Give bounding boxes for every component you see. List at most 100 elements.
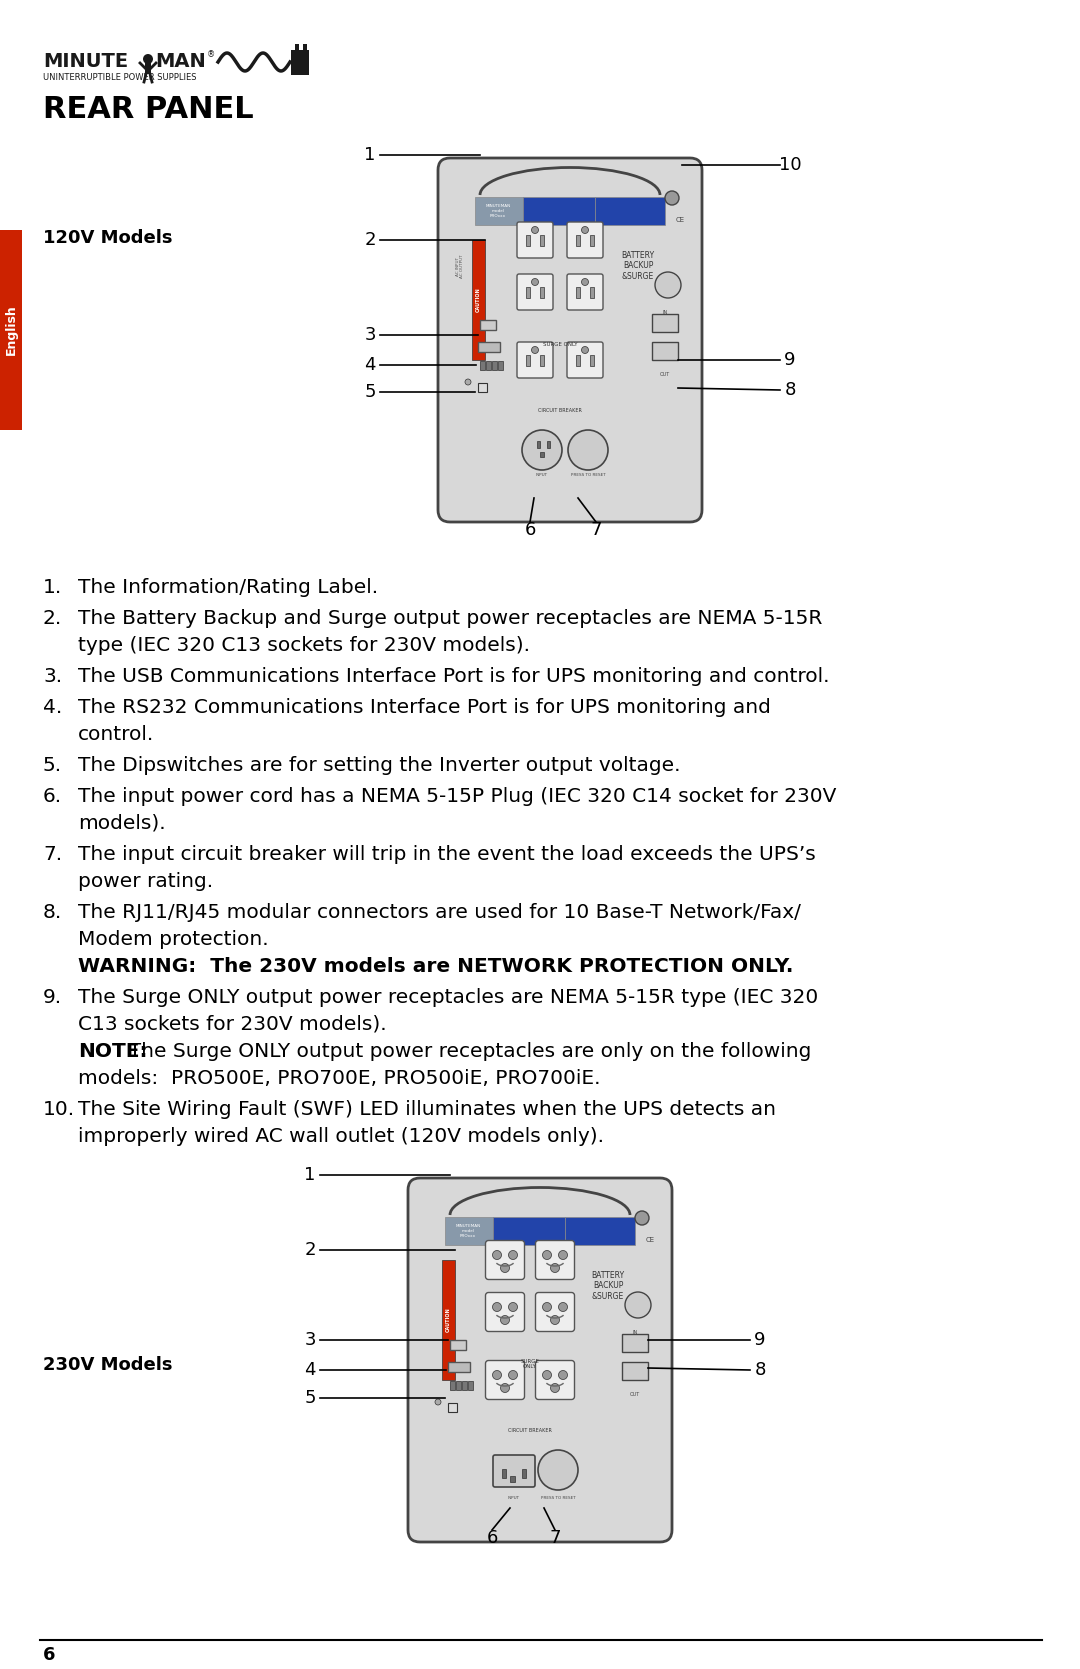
- Bar: [576, 235, 580, 245]
- Bar: [498, 361, 503, 371]
- Bar: [472, 240, 485, 361]
- Circle shape: [465, 379, 471, 386]
- Bar: [540, 452, 544, 457]
- Text: The input circuit breaker will trip in the event the load exceeds the UPS’s: The input circuit breaker will trip in t…: [78, 845, 815, 865]
- Bar: [622, 1334, 648, 1352]
- Circle shape: [581, 279, 589, 285]
- Circle shape: [522, 431, 562, 471]
- FancyBboxPatch shape: [517, 222, 553, 259]
- Bar: [480, 320, 496, 330]
- Circle shape: [551, 1384, 559, 1392]
- Circle shape: [500, 1384, 510, 1392]
- Bar: [522, 1469, 526, 1479]
- Text: MINUTE: MINUTE: [43, 52, 129, 72]
- Circle shape: [509, 1250, 517, 1260]
- Text: type (IEC 320 C13 sockets for 230V models).: type (IEC 320 C13 sockets for 230V model…: [78, 636, 530, 654]
- Text: 8.: 8.: [43, 903, 63, 921]
- FancyBboxPatch shape: [486, 1292, 525, 1332]
- Bar: [590, 235, 594, 245]
- Bar: [448, 1404, 457, 1412]
- Text: UNINTERRUPTIBLE POWER SUPPLIES: UNINTERRUPTIBLE POWER SUPPLIES: [43, 73, 197, 82]
- Bar: [526, 235, 530, 245]
- Text: IN: IN: [662, 309, 667, 314]
- Text: CE: CE: [675, 217, 685, 224]
- FancyBboxPatch shape: [536, 1240, 575, 1280]
- Text: 7.: 7.: [43, 845, 63, 865]
- Text: models).: models).: [78, 814, 165, 833]
- Text: AC INPUT
AC OUTPUT: AC INPUT AC OUTPUT: [456, 254, 464, 277]
- Text: BATTERY
BACKUP
&SURGE: BATTERY BACKUP &SURGE: [621, 250, 654, 280]
- Text: 9.: 9.: [43, 988, 63, 1006]
- FancyBboxPatch shape: [438, 159, 702, 522]
- Circle shape: [665, 190, 679, 205]
- Text: The Site Wiring Fault (SWF) LED illuminates when the UPS detects an: The Site Wiring Fault (SWF) LED illumina…: [78, 1100, 777, 1118]
- Bar: [590, 355, 594, 366]
- Bar: [526, 287, 530, 299]
- Bar: [595, 197, 665, 225]
- Text: The input power cord has a NEMA 5-15P Plug (IEC 320 C14 socket for 230V: The input power cord has a NEMA 5-15P Pl…: [78, 788, 836, 806]
- Text: OUT: OUT: [630, 1392, 640, 1397]
- Bar: [546, 441, 550, 447]
- Text: 10.: 10.: [43, 1100, 76, 1118]
- Bar: [502, 1469, 507, 1479]
- Text: power rating.: power rating.: [78, 871, 213, 891]
- Bar: [475, 197, 523, 225]
- Text: INPUT: INPUT: [508, 1495, 521, 1500]
- Circle shape: [143, 53, 153, 63]
- Circle shape: [558, 1302, 567, 1312]
- Bar: [576, 287, 580, 299]
- Bar: [492, 1217, 565, 1245]
- Bar: [652, 314, 678, 332]
- Text: 1: 1: [364, 145, 376, 164]
- FancyBboxPatch shape: [492, 1455, 535, 1487]
- Bar: [462, 1380, 467, 1390]
- Text: 7: 7: [591, 521, 602, 539]
- Circle shape: [635, 1212, 649, 1225]
- Text: The Surge ONLY output power receptacles are only on the following: The Surge ONLY output power receptacles …: [116, 1041, 811, 1061]
- Text: 1: 1: [305, 1167, 315, 1183]
- Bar: [0, 230, 22, 431]
- Text: The Dipswitches are for setting the Inverter output voltage.: The Dipswitches are for setting the Inve…: [78, 756, 680, 774]
- Bar: [526, 355, 530, 366]
- Bar: [622, 1362, 648, 1380]
- Circle shape: [500, 1315, 510, 1325]
- Bar: [291, 50, 309, 75]
- Bar: [523, 197, 595, 225]
- FancyBboxPatch shape: [567, 274, 603, 310]
- Bar: [576, 355, 580, 366]
- Text: 5: 5: [364, 382, 376, 401]
- Text: IN: IN: [633, 1330, 637, 1335]
- FancyBboxPatch shape: [486, 1240, 525, 1280]
- Text: 2: 2: [364, 230, 376, 249]
- Bar: [590, 287, 594, 299]
- Circle shape: [558, 1250, 567, 1260]
- Circle shape: [542, 1302, 552, 1312]
- Text: 8: 8: [754, 1360, 766, 1379]
- Text: 4.: 4.: [43, 698, 63, 718]
- Bar: [295, 43, 299, 52]
- Text: CIRCUIT BREAKER: CIRCUIT BREAKER: [508, 1427, 552, 1432]
- Circle shape: [531, 347, 539, 354]
- FancyBboxPatch shape: [517, 274, 553, 310]
- Text: 6: 6: [524, 521, 536, 539]
- Bar: [442, 1260, 455, 1380]
- FancyBboxPatch shape: [536, 1292, 575, 1332]
- Bar: [445, 1217, 492, 1245]
- Text: WARNING:  The 230V models are NETWORK PROTECTION ONLY.: WARNING: The 230V models are NETWORK PRO…: [78, 956, 794, 976]
- Bar: [478, 342, 500, 352]
- Text: OUT: OUT: [660, 372, 670, 377]
- Text: improperly wired AC wall outlet (120V models only).: improperly wired AC wall outlet (120V mo…: [78, 1127, 604, 1147]
- Circle shape: [542, 1250, 552, 1260]
- Text: 7: 7: [550, 1529, 561, 1547]
- Circle shape: [531, 227, 539, 234]
- Text: 5: 5: [305, 1389, 315, 1407]
- Text: SURGE ONLY: SURGE ONLY: [543, 342, 577, 347]
- Text: 5.: 5.: [43, 756, 63, 774]
- Text: CAUTION: CAUTION: [476, 287, 481, 312]
- Text: models:  PRO500E, PRO700E, PRO500iE, PRO700iE.: models: PRO500E, PRO700E, PRO500iE, PRO7…: [78, 1070, 600, 1088]
- Text: CIRCUIT BREAKER: CIRCUIT BREAKER: [538, 407, 582, 412]
- Circle shape: [509, 1370, 517, 1380]
- Bar: [540, 355, 544, 366]
- FancyBboxPatch shape: [486, 1360, 525, 1400]
- Text: 2: 2: [305, 1242, 315, 1258]
